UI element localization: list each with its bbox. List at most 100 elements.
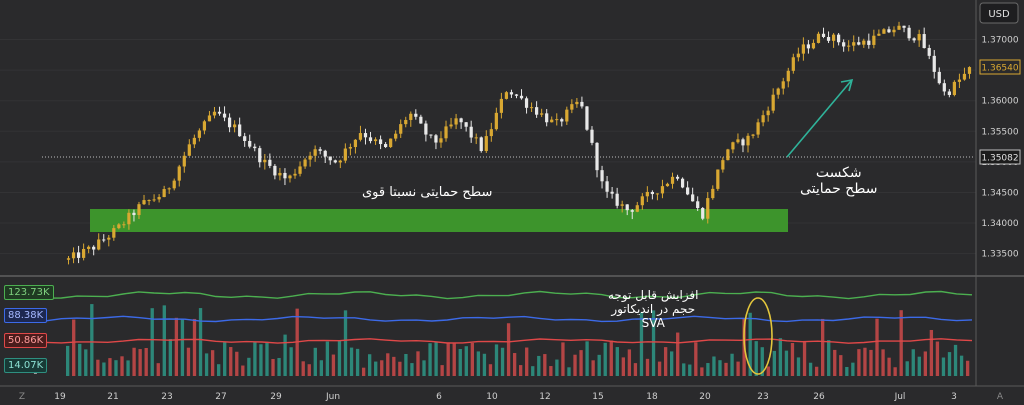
candle-body <box>459 118 463 123</box>
candle-body <box>746 135 750 146</box>
candle-body <box>540 113 544 115</box>
volume-bar <box>929 329 934 376</box>
candle-body <box>842 42 846 47</box>
time-tick-label: 18 <box>646 392 658 402</box>
volume-bar <box>700 367 704 376</box>
candle-body <box>414 113 418 117</box>
volume-bar <box>422 360 426 376</box>
candle-body <box>706 198 710 219</box>
candle-body <box>167 188 171 190</box>
candle-body <box>494 112 498 130</box>
candle-body <box>640 196 644 206</box>
time-axis-right-corner: A <box>997 392 1004 402</box>
candle-body <box>197 130 201 138</box>
candle-body <box>187 144 191 156</box>
candle-body <box>112 228 116 238</box>
time-tick-label: 29 <box>270 392 282 402</box>
volume-bar <box>349 347 354 376</box>
volume-bar <box>271 359 275 376</box>
candle-body <box>937 71 941 84</box>
volume-bar <box>186 347 191 376</box>
candle-body <box>670 176 675 184</box>
volume-label-line2: حجم در اندیکاتور <box>611 301 696 316</box>
candle-body <box>786 70 790 82</box>
price-tick-label: 1.35500 <box>981 127 1018 137</box>
volume-bar <box>887 357 891 376</box>
candle-body <box>102 239 106 241</box>
volume-bar <box>380 360 384 376</box>
candle-body <box>384 144 388 148</box>
candle-body <box>736 139 740 143</box>
volume-bar <box>657 361 662 376</box>
volume-bar <box>192 318 197 376</box>
candle-body <box>726 149 730 161</box>
candle-body <box>137 204 141 216</box>
candle-body <box>207 115 212 122</box>
candle-body <box>363 133 368 138</box>
candle-body <box>268 159 272 166</box>
candle-body <box>927 48 931 56</box>
volume-bar <box>168 339 173 376</box>
candle-body <box>680 178 685 188</box>
candle-body <box>464 122 468 127</box>
volume-bar <box>712 356 716 376</box>
candle-body <box>620 204 624 206</box>
candle-body <box>278 172 282 176</box>
candle-body <box>902 25 906 28</box>
candle-body <box>650 191 654 195</box>
candle-body <box>831 34 836 41</box>
candle-body <box>862 40 866 45</box>
candle-body <box>761 115 765 123</box>
volume-bar <box>947 352 952 376</box>
volume-bar <box>259 344 263 376</box>
candle-body <box>837 34 841 43</box>
volume-bar <box>229 347 233 376</box>
volume-bar <box>331 354 336 376</box>
volume-bar <box>851 362 855 376</box>
candle-body <box>293 173 297 176</box>
candle-body <box>389 138 393 148</box>
candle-body <box>514 94 519 96</box>
currency-box[interactable] <box>979 2 1019 24</box>
volume-bar <box>144 347 148 376</box>
candle-body <box>580 101 584 107</box>
candle-body <box>419 116 423 124</box>
volume-bar <box>543 354 547 376</box>
candle-body <box>499 98 503 113</box>
breakout-label-line2: سطح حمایتی <box>800 181 878 198</box>
candle-body <box>233 124 237 128</box>
candle-body <box>439 138 443 143</box>
candle-body <box>932 55 936 72</box>
candle-body <box>157 197 161 200</box>
volume-highlight <box>743 297 773 375</box>
volume-bar <box>899 310 903 376</box>
volume-label-line3: SVA <box>641 315 665 330</box>
candle-body <box>801 44 805 54</box>
volume-bar <box>633 363 638 376</box>
candle-body <box>665 183 670 187</box>
candle-body <box>273 165 277 176</box>
candle-body <box>852 42 856 46</box>
candle-body <box>857 42 861 45</box>
volume-badge-red: 50.86K <box>4 333 48 348</box>
candle-body <box>343 148 347 161</box>
candle-body <box>127 212 131 225</box>
volume-badge-blue: 88.38K <box>4 308 48 323</box>
currency-label[interactable]: USD <box>988 9 1010 20</box>
candle-body <box>731 142 735 150</box>
volume-line-green <box>45 290 973 300</box>
price-tick-label: 1.34500 <box>981 188 1018 198</box>
candle-body <box>555 119 559 121</box>
candle-body <box>716 169 720 189</box>
volume-bar <box>814 366 819 376</box>
candle-body <box>645 191 649 197</box>
volume-bar <box>567 367 571 376</box>
volume-bar <box>555 359 559 376</box>
volume-bar <box>392 356 396 376</box>
volume-bar <box>597 354 601 376</box>
candle-body <box>248 140 252 147</box>
volume-bar <box>410 363 414 376</box>
volume-bar <box>428 343 432 376</box>
